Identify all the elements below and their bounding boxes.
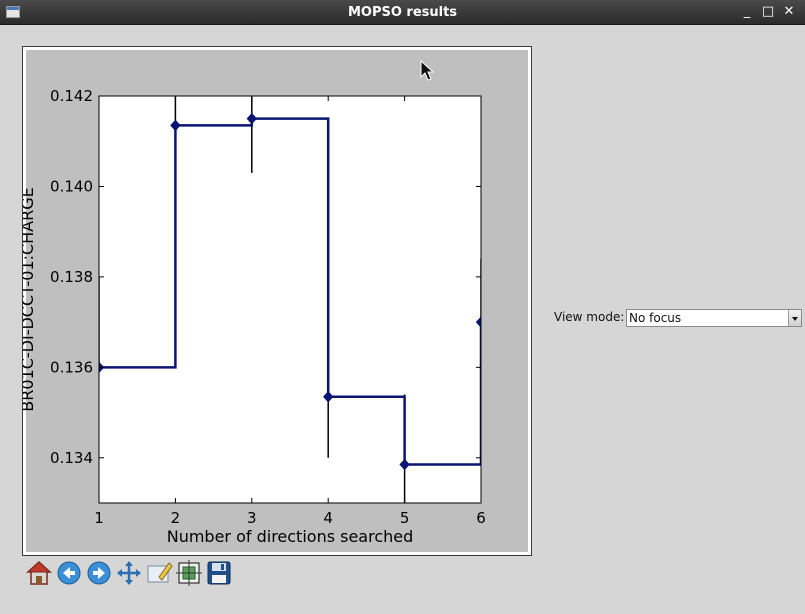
data-point [399, 458, 410, 471]
plot-canvas[interactable]: 1 2 3 4 5 6 0.134 0.136 0.138 0.140 0.142 Number o… [22, 46, 532, 556]
series-line [99, 117, 481, 466]
close-button[interactable]: ✕ [783, 4, 795, 19]
zoom-button[interactable] [145, 559, 173, 587]
y-tick-label: 0.138 [50, 268, 93, 286]
x-tick-label: 3 [247, 509, 257, 527]
back-button[interactable] [55, 559, 83, 587]
y-tick-label: 0.140 [50, 177, 93, 195]
x-tick-label: 5 [400, 509, 410, 527]
x-tick-label: 1 [94, 509, 104, 527]
forward-button[interactable] [85, 559, 113, 587]
view-mode-value: No focus [629, 311, 682, 325]
back-arrow-icon [57, 561, 81, 585]
x-tick-label: 4 [323, 509, 333, 527]
data-point [475, 316, 481, 328]
chevron-down-icon[interactable] [788, 310, 801, 326]
subplots-button[interactable] [175, 559, 203, 587]
move-arrows-icon [117, 561, 141, 585]
data-point [170, 119, 181, 132]
mouse-cursor-icon [420, 60, 434, 81]
save-button[interactable] [205, 559, 233, 587]
y-tick-label: 0.142 [50, 87, 93, 105]
floppy-disk-icon [207, 561, 231, 585]
y-tick-label: 0.134 [50, 449, 93, 467]
forward-arrow-icon [87, 561, 111, 585]
home-icon [26, 560, 52, 585]
data-point [323, 390, 334, 403]
pan-button[interactable] [115, 559, 143, 587]
subplots-config-icon [176, 560, 202, 586]
title-bar: MOPSO results _ □ ✕ [0, 0, 805, 25]
axes-frame [98, 95, 482, 504]
axes-background [99, 96, 481, 503]
chart-svg: 1 2 3 4 5 6 0.134 0.136 0.138 0.140 0.142 Number o… [23, 50, 528, 552]
zoom-rect-icon [147, 562, 173, 583]
x-tick-label: 2 [171, 509, 181, 527]
window-title: MOPSO results [347, 5, 458, 20]
view-mode-label: View mode: [554, 310, 625, 324]
y-tick-label: 0.136 [50, 358, 93, 376]
view-mode-select[interactable]: No focus [626, 309, 802, 327]
x-tick-label: 6 [476, 509, 486, 527]
maximize-button[interactable]: □ [761, 4, 775, 19]
y-axis-label: BR01C-DI-DCCT-01:CHARGE [23, 187, 37, 411]
home-button[interactable] [25, 559, 53, 587]
data-point [246, 112, 257, 125]
minimize-button[interactable]: _ [743, 4, 751, 19]
x-axis-label: Number of directions searched [167, 527, 414, 546]
window-icon [6, 6, 20, 18]
